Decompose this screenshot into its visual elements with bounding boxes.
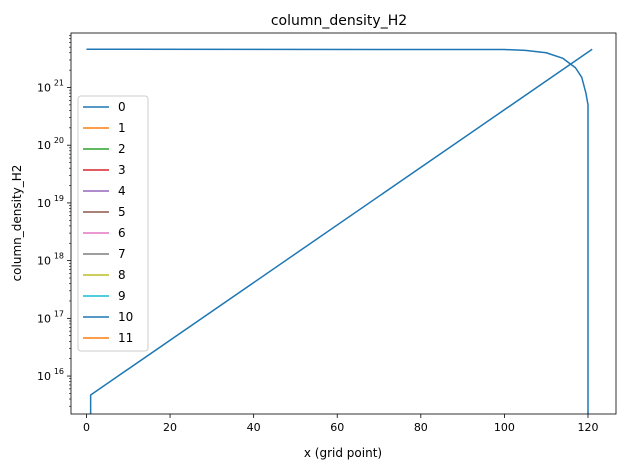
x-tick-label: 0 bbox=[83, 421, 90, 434]
y-tick-label: 10 bbox=[37, 312, 51, 325]
y-tick-exponent: 20 bbox=[54, 136, 64, 145]
x-tick-label: 100 bbox=[494, 421, 515, 434]
x-tick-label: 60 bbox=[330, 421, 344, 434]
y-tick-label: 10 bbox=[37, 139, 51, 152]
x-tick-label: 40 bbox=[247, 421, 261, 434]
x-tick-label: 80 bbox=[414, 421, 428, 434]
y-tick-label: 10 bbox=[37, 82, 51, 95]
legend-label-9: 9 bbox=[118, 289, 126, 303]
legend-label-0: 0 bbox=[118, 100, 126, 114]
legend: 0 1 2 3 4 5 6 7 8 9 10 11 bbox=[77, 95, 149, 352]
legend-label-1: 1 bbox=[118, 121, 126, 135]
legend-label-4: 4 bbox=[118, 184, 126, 198]
legend-label-2: 2 bbox=[118, 142, 126, 156]
y-axis-label: column_density_H2 bbox=[10, 165, 24, 282]
x-tick-label: 20 bbox=[163, 421, 177, 434]
y-tick-exponent: 17 bbox=[54, 309, 64, 318]
x-axis-ticks: 0 20 40 60 80 100 120 bbox=[83, 414, 598, 434]
chart-title: column_density_H2 bbox=[271, 13, 407, 29]
y-tick-exponent: 16 bbox=[54, 367, 64, 376]
y-tick-label: 10 bbox=[37, 255, 51, 268]
legend-label-6: 6 bbox=[118, 226, 126, 240]
legend-box bbox=[77, 95, 149, 352]
legend-label-5: 5 bbox=[118, 205, 126, 219]
y-tick-exponent: 21 bbox=[54, 79, 64, 88]
y-tick-exponent: 19 bbox=[54, 194, 64, 203]
series-line-10 bbox=[89, 48, 593, 414]
x-tick-label: 120 bbox=[577, 421, 598, 434]
legend-label-3: 3 bbox=[118, 163, 126, 177]
y-tick-label: 10 bbox=[37, 370, 51, 383]
plot-lines bbox=[86, 48, 593, 414]
x-axis-label: x (grid point) bbox=[304, 446, 382, 460]
legend-label-8: 8 bbox=[118, 268, 126, 282]
series-line-0 bbox=[86, 48, 589, 414]
legend-label-7: 7 bbox=[118, 247, 126, 261]
y-tick-label: 10 bbox=[37, 197, 51, 210]
y-tick-exponent: 18 bbox=[54, 252, 64, 261]
legend-label-11: 11 bbox=[118, 331, 133, 345]
legend-label-10: 10 bbox=[118, 310, 133, 324]
plot-frame bbox=[70, 32, 617, 415]
